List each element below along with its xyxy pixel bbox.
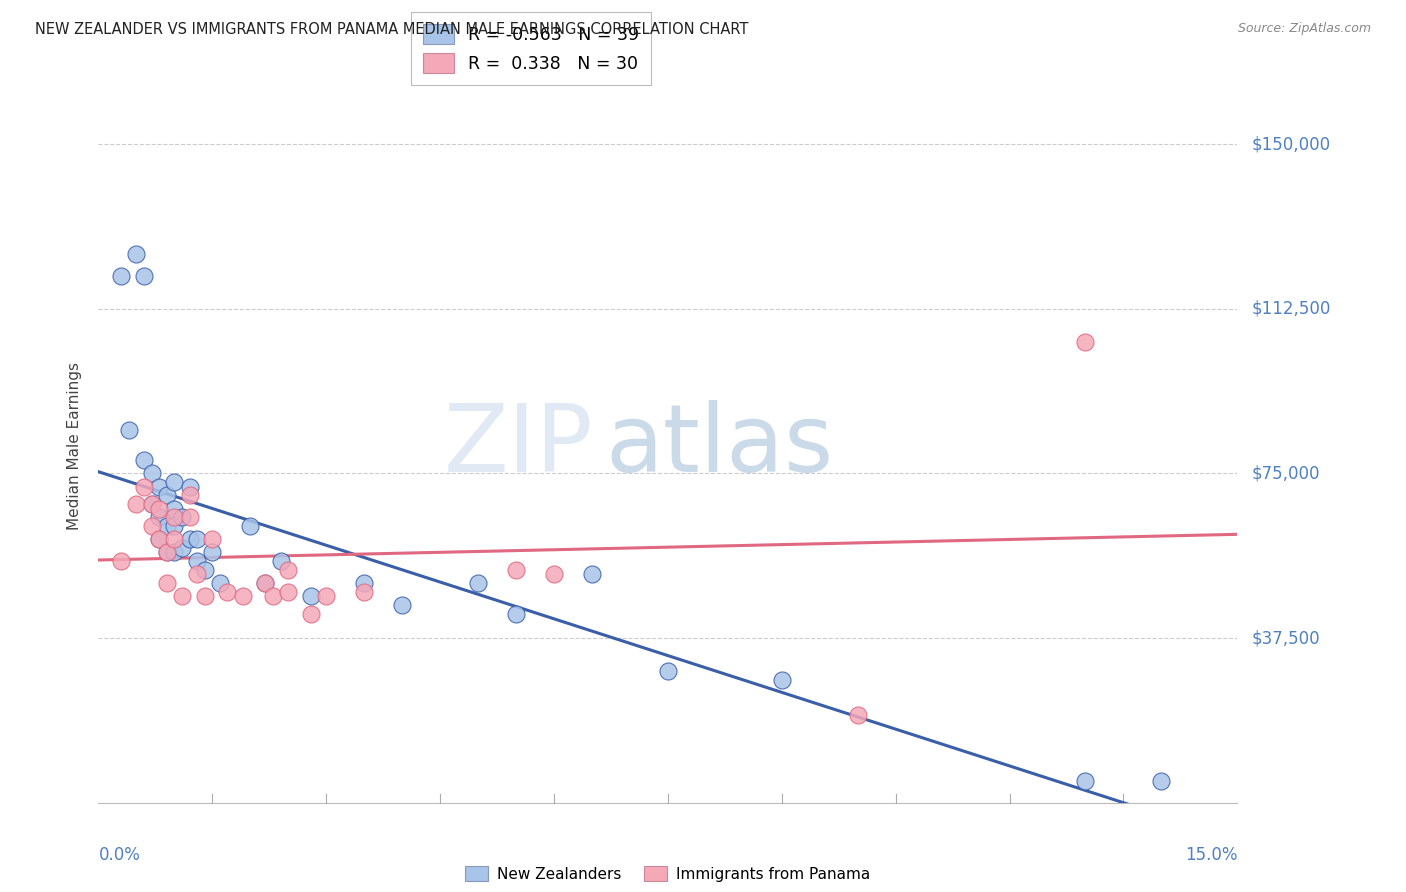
Point: [217, 585, 239, 599]
Point: [141, 467, 163, 481]
Point: [170, 590, 193, 604]
Point: [141, 497, 163, 511]
Point: [299, 607, 322, 621]
Point: [110, 554, 132, 568]
Point: [125, 497, 148, 511]
Y-axis label: Median Male Earnings: Median Male Earnings: [67, 362, 83, 530]
Point: [141, 497, 163, 511]
Point: [170, 541, 193, 555]
Point: [163, 519, 186, 533]
Point: [163, 510, 186, 524]
Point: [170, 510, 193, 524]
Point: [156, 545, 179, 559]
Point: [353, 576, 375, 591]
Point: [148, 533, 170, 547]
Point: [277, 563, 299, 577]
Point: [163, 545, 186, 559]
Point: [391, 598, 413, 612]
Point: [148, 533, 170, 547]
Text: $112,500: $112,500: [1251, 300, 1330, 318]
Point: [201, 545, 224, 559]
Point: [581, 567, 603, 582]
Text: $75,000: $75,000: [1251, 465, 1320, 483]
Point: [1074, 773, 1097, 788]
Point: [194, 590, 217, 604]
Text: Source: ZipAtlas.com: Source: ZipAtlas.com: [1237, 22, 1371, 36]
Point: [186, 533, 208, 547]
Point: [277, 585, 299, 599]
Text: ZIP: ZIP: [444, 400, 593, 492]
Point: [846, 708, 869, 723]
Point: [125, 247, 148, 261]
Point: [118, 423, 141, 437]
Point: [179, 488, 201, 502]
Point: [232, 590, 254, 604]
Point: [148, 480, 170, 494]
Text: 0.0%: 0.0%: [98, 846, 141, 863]
Point: [156, 545, 179, 559]
Text: atlas: atlas: [605, 400, 834, 492]
Point: [186, 554, 208, 568]
Point: [163, 501, 186, 516]
Point: [208, 576, 231, 591]
Point: [132, 480, 155, 494]
Point: [110, 268, 132, 283]
Point: [254, 576, 277, 591]
Point: [201, 533, 224, 547]
Point: [1150, 773, 1173, 788]
Point: [505, 563, 527, 577]
Point: [141, 519, 163, 533]
Point: [1074, 334, 1097, 349]
Point: [163, 475, 186, 490]
Point: [148, 501, 170, 516]
Point: [299, 590, 322, 604]
Legend: New Zealanders, Immigrants from Panama: New Zealanders, Immigrants from Panama: [458, 860, 877, 888]
Text: $150,000: $150,000: [1251, 135, 1330, 153]
Text: $37,500: $37,500: [1251, 629, 1320, 647]
Point: [254, 576, 277, 591]
Point: [186, 567, 208, 582]
Point: [467, 576, 489, 591]
Point: [156, 488, 179, 502]
Point: [543, 567, 565, 582]
Point: [132, 268, 155, 283]
Point: [657, 664, 679, 678]
Point: [239, 519, 262, 533]
Point: [262, 590, 284, 604]
Point: [505, 607, 527, 621]
Point: [353, 585, 375, 599]
Point: [315, 590, 337, 604]
Text: NEW ZEALANDER VS IMMIGRANTS FROM PANAMA MEDIAN MALE EARNINGS CORRELATION CHART: NEW ZEALANDER VS IMMIGRANTS FROM PANAMA …: [35, 22, 748, 37]
Point: [132, 453, 155, 467]
Point: [156, 519, 179, 533]
Point: [270, 554, 292, 568]
Point: [156, 576, 179, 591]
Point: [179, 480, 201, 494]
Point: [770, 673, 793, 687]
Point: [179, 533, 201, 547]
Text: 15.0%: 15.0%: [1185, 846, 1237, 863]
Point: [194, 563, 217, 577]
Point: [163, 533, 186, 547]
Point: [148, 510, 170, 524]
Point: [179, 510, 201, 524]
